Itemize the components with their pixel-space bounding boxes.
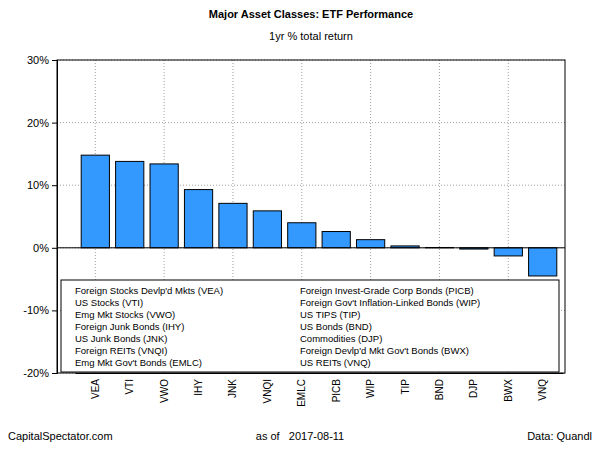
bar — [81, 155, 109, 248]
bar — [288, 223, 316, 248]
y-tick-label: 30% — [27, 54, 49, 66]
x-tick: WIP — [365, 373, 376, 398]
x-tick-label: IHY — [193, 379, 204, 396]
legend-entry: Foreign Gov't Inflation-Linked Bonds (WI… — [300, 297, 480, 308]
legend-entry: Foreign Stocks Devlp'd Mkts (VEA) — [75, 285, 223, 296]
x-tick-label: VNQI — [262, 379, 273, 403]
y-tick: 20% — [27, 117, 57, 129]
x-tick-label: VEA — [90, 379, 101, 399]
bar — [357, 240, 385, 248]
y-tick-label: -10% — [23, 304, 49, 316]
y-axis-line — [52, 61, 58, 374]
y-tick: -10% — [23, 304, 57, 316]
x-tick: BND — [434, 373, 445, 400]
footer-text: as of 2017-08-11 — [256, 430, 344, 442]
y-tick-mark — [52, 60, 57, 61]
bar — [219, 203, 247, 247]
x-tick-label: VWO — [159, 379, 170, 403]
legend-entry: Foreign REITs (VNQI) — [75, 345, 167, 356]
x-tick: DJP — [468, 373, 479, 398]
footer-text: Data: Quandl — [527, 430, 592, 442]
x-tick: JNK — [227, 373, 238, 398]
legend-entry: Foreign Junk Bonds (IHY) — [75, 321, 184, 332]
legend-entry: US Stocks (VTI) — [75, 297, 143, 308]
x-tick-label: TIP — [400, 379, 411, 395]
y-tick: 30% — [27, 54, 57, 66]
x-tick: EMLC — [296, 373, 307, 407]
y-tick-mark — [52, 185, 57, 186]
x-tick: VNQI — [262, 373, 273, 403]
y-axis: -20% -10% 0% 10% 20% 30% — [23, 54, 57, 379]
subtitle: 1yr % total return — [269, 30, 353, 42]
legend-entry: Foreign Devlp'd Mkt Gov't Bonds (BWX) — [300, 345, 469, 356]
y-tick: 0% — [33, 242, 57, 254]
x-tick: TIP — [400, 373, 411, 395]
grid-line-y — [57, 247, 565, 248]
x-tick-label: VNQ — [537, 379, 548, 401]
y-tick-label: 0% — [33, 242, 49, 254]
zero-line — [57, 247, 565, 248]
legend-entry: Commodities (DJP) — [300, 333, 382, 344]
y-tick-label: -20% — [23, 367, 49, 379]
x-tick-label: EMLC — [296, 379, 307, 407]
x-tick: VEA — [90, 373, 101, 399]
x-tick: VWO — [159, 373, 170, 403]
title: Major Asset Classes: ETF Performance — [209, 8, 413, 20]
y-tick: -20% — [23, 367, 57, 379]
legend-entry: Emg Mkt Gov't Bonds (EMLC) — [75, 357, 202, 368]
x-tick: PICB — [331, 373, 342, 402]
x-tick: VTI — [124, 373, 135, 395]
y-tick-label: 20% — [27, 117, 49, 129]
bar — [253, 211, 281, 248]
x-tick-label: VTI — [124, 379, 135, 395]
x-tick-label: PICB — [331, 379, 342, 403]
x-axis: VEA VTI VWO IHY JNK VNQI EMLC PICB WIP TIP BND DJP B… — [76, 373, 564, 407]
bar — [150, 164, 178, 248]
y-tick-mark — [52, 310, 57, 311]
legend-box — [61, 280, 559, 372]
bar — [322, 232, 350, 248]
bar — [116, 161, 144, 247]
legend-entry: US Junk Bonds (JNK) — [75, 333, 167, 344]
bar — [529, 248, 557, 276]
legend-entry: Emg Mkt Stocks (VWO) — [75, 309, 175, 320]
legend-entry: US REITs (VNQ) — [300, 357, 371, 368]
x-tick-label: DJP — [468, 379, 479, 398]
legend-entry: US Bonds (BND) — [300, 321, 372, 332]
x-axis-line — [76, 373, 564, 374]
bars — [81, 155, 557, 276]
x-tick-label: WIP — [365, 379, 376, 398]
y-tick-mark — [52, 248, 57, 249]
x-tick-label: JNK — [227, 379, 238, 398]
y-tick-mark — [52, 373, 57, 374]
grid — [57, 60, 565, 373]
x-tick: VNQ — [537, 373, 548, 401]
x-tick-label: BND — [434, 379, 445, 400]
grid-line-y — [57, 122, 565, 123]
plot-frame — [57, 60, 565, 373]
legend-entry: Foreign Invest-Grade Corp Bonds (PICB) — [300, 285, 474, 296]
bar — [184, 190, 212, 248]
y-tick: 10% — [27, 179, 57, 191]
legend: Foreign Stocks Devlp'd Mkts (VEA)US Stoc… — [61, 280, 559, 372]
x-tick: BWX — [503, 373, 514, 402]
chart: Major Asset Classes: ETF Performance 1yr … — [0, 0, 600, 450]
x-tick-label: BWX — [503, 379, 514, 402]
legend-entry: US TIPS (TIP) — [300, 309, 361, 320]
footer-text: CapitalSpectator.com — [8, 430, 113, 442]
y-tick-mark — [52, 123, 57, 124]
y-tick-label: 10% — [27, 179, 49, 191]
x-tick: IHY — [193, 373, 204, 396]
bar — [494, 248, 522, 256]
